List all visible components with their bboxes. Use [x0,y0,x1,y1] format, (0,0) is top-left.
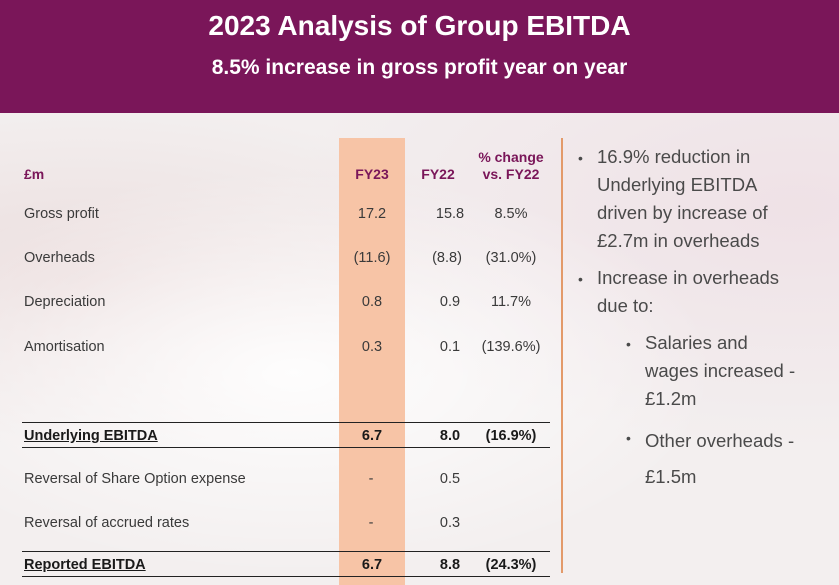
cell-fy23-amortisation: 0.3 [361,339,383,355]
row-label-underlying-ebitda: Underlying EBITDA [24,428,158,444]
bullet-line: £1.5m [645,466,697,487]
cell-fy22-reversal-share-option: 0.5 [439,471,461,487]
row-label-amortisation: Amortisation [24,339,105,355]
col-header-fy23: FY23 [355,166,389,182]
cell-fy23-gross-profit: 17.2 [357,206,387,222]
bullet-line: Increase in overheads [597,267,780,288]
bullet-marker: • [578,271,583,287]
bullet-line: £1.2m [645,388,697,409]
cell-fy23-overheads: (11.6) [353,250,391,266]
bullet-marker: • [578,150,583,166]
header-banner: 2023 Analysis of Group EBITDA 8.5% incre… [0,0,839,113]
cell-fy22-depreciation: 0.9 [439,294,461,310]
bullet-marker: • [626,336,631,352]
cell-fy22-underlying-ebitda: 8.0 [439,428,461,444]
row-label-reported-ebitda: Reported EBITDA [24,557,146,573]
bullet-line: due to: [597,295,654,316]
cell-fy23-depreciation: 0.8 [361,294,383,310]
cell-change-underlying-ebitda: (16.9%) [485,428,537,444]
cell-fy23-reversal-accrued-rates: - [368,515,374,531]
cell-change-gross-profit: 8.5% [494,206,528,222]
divider-line [561,138,563,573]
cell-fy23-underlying-ebitda: 6.7 [361,428,383,444]
table-rule [22,422,550,423]
row-label-gross-profit: Gross profit [24,206,99,222]
cell-change-amortisation: (139.6%) [481,339,541,355]
col-header-change-line2: vs. FY22 [482,166,540,182]
page-title: 2023 Analysis of Group EBITDA [208,10,631,41]
cell-change-depreciation: 11.7% [490,294,532,310]
bullet-line: Other overheads - [645,430,795,451]
cell-fy23-reported-ebitda: 6.7 [361,557,383,573]
bullet-marker: • [626,430,631,446]
bullet-line: wages increased - [645,360,796,381]
bullet-line: Salaries and [645,332,748,353]
col-header-change-line1: % change [478,149,544,165]
cell-fy22-overheads: (8.8) [432,250,462,266]
col-header-unit: £m [24,166,45,182]
bullet-overheads-increase: Increase in overheads due to: [597,264,779,320]
fy23-column-highlight [339,138,405,585]
page-subtitle: 8.5% increase in gross profit year on ye… [211,56,628,79]
col-header-fy22: FY22 [421,166,455,182]
cell-fy22-gross-profit: 15.8 [435,206,465,222]
bullet-line: Underlying EBITDA [597,174,758,195]
cell-change-reported-ebitda: (24.3%) [485,557,537,573]
subbullet-salaries: Salaries and wages increased - £1.2m [645,329,795,413]
bullet-line: driven by increase of [597,202,768,223]
cell-fy22-reversal-accrued-rates: 0.3 [439,515,461,531]
table-rule [22,551,550,552]
row-label-depreciation: Depreciation [24,294,106,310]
row-label-reversal-share-option: Reversal of Share Option expense [24,471,246,487]
bullet-line: 16.9% reduction in [597,146,751,167]
background [0,113,839,585]
table-rule [22,447,550,448]
cell-fy22-amortisation: 0.1 [439,339,461,355]
row-label-overheads: Overheads [24,250,95,266]
bullet-underlying-ebitda: 16.9% reduction in Underlying EBITDA dri… [597,143,768,255]
table-rule [22,576,550,577]
subbullet-other-overheads: Other overheads - £1.5m [645,423,794,495]
cell-fy23-reversal-share-option: - [368,471,374,487]
cell-change-overheads: (31.0%) [485,250,537,266]
cell-fy22-reported-ebitda: 8.8 [439,557,461,573]
bullet-line: £2.7m in overheads [597,230,760,251]
row-label-reversal-accrued-rates: Reversal of accrued rates [24,515,190,531]
